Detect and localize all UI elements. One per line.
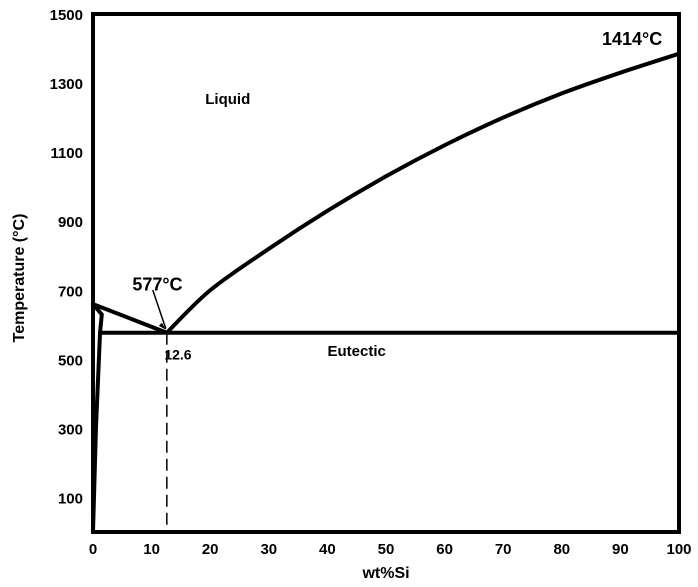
x-tick-label: 40 — [319, 541, 336, 558]
x-tick-label: 100 — [666, 541, 691, 558]
y-tick-label: 300 — [58, 421, 83, 438]
series-line-liquidus_si — [164, 51, 681, 335]
annotation-liquid_region: Liquid — [205, 91, 250, 108]
eutectic-arrow — [152, 289, 167, 329]
x-tick-label: 50 — [378, 541, 395, 558]
series-line-solvus — [91, 302, 104, 534]
y-tick-label: 900 — [58, 214, 83, 231]
plot-frame — [91, 12, 681, 534]
x-tick-label: 80 — [553, 541, 570, 558]
y-tick-label: 100 — [58, 490, 83, 507]
series-line-liquidus_al — [91, 302, 169, 335]
annotation-si_melting: 1414°C — [602, 29, 662, 49]
x-tick-label: 20 — [202, 541, 219, 558]
x-tick-label: 70 — [495, 541, 512, 558]
y-axis-title: Temperature (°C) — [11, 214, 28, 343]
x-tick-label: 0 — [89, 541, 97, 558]
annotation-eutectic_comp: 12.6 — [164, 346, 191, 362]
y-tick-label: 1100 — [50, 145, 83, 162]
y-tick-label: 1300 — [50, 76, 83, 93]
x-tick-label: 30 — [260, 541, 277, 558]
x-axis-title: wt%Si — [361, 565, 409, 582]
annotation-eutectic_region: Eutectic — [328, 343, 386, 360]
x-tick-label: 60 — [436, 541, 453, 558]
y-tick-label: 1500 — [50, 7, 83, 24]
x-tick-label: 90 — [612, 541, 629, 558]
y-tick-label: 700 — [58, 283, 83, 300]
y-tick-label: 500 — [58, 352, 83, 369]
x-tick-label: 10 — [143, 541, 160, 558]
annotation-eutectic_temp: 577°C — [132, 274, 182, 294]
eutectic-arrow-head — [158, 322, 166, 330]
